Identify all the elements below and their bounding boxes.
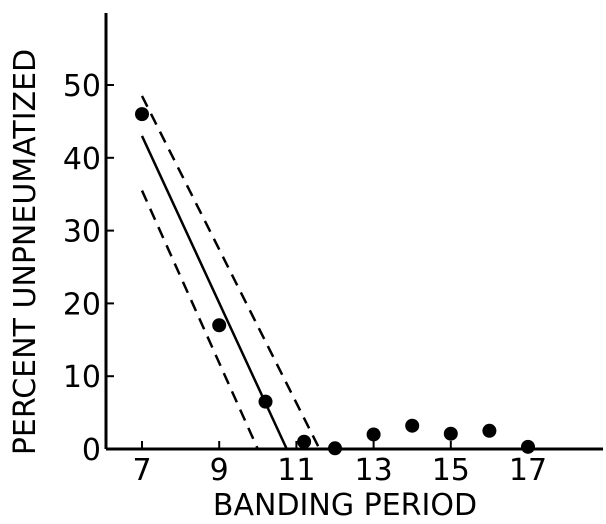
y-tick-label: 20 [63, 287, 101, 322]
y-tick-label: 30 [63, 215, 101, 250]
y-tick-label: 0 [82, 433, 101, 468]
confidence-line-dashed [140, 190, 259, 450]
x-tick-label: 15 [432, 453, 470, 488]
x-tick-label: 7 [132, 453, 151, 488]
y-tick-label: 50 [63, 69, 101, 104]
y-tick-label: 40 [63, 142, 101, 177]
x-tick-label: 11 [277, 453, 315, 488]
x-tick-label: 9 [210, 453, 229, 488]
y-axis-label: PERCENT UNPNEUMATIZED [8, 49, 43, 455]
confidence-line-dashed [140, 95, 321, 450]
data-point [366, 427, 381, 442]
x-axis-ticks: 7 9 11 13 15 17 [132, 441, 547, 488]
data-point [405, 418, 420, 433]
data-points [135, 107, 535, 456]
data-point [482, 423, 497, 438]
data-point [328, 441, 342, 456]
x-tick-label: 13 [355, 453, 393, 488]
x-axis-label: BANDING PERIOD [213, 488, 477, 523]
data-point [258, 394, 273, 409]
data-point [135, 107, 149, 122]
y-tick-label: 10 [63, 360, 101, 395]
data-point [521, 439, 535, 454]
x-tick-label: 17 [509, 453, 547, 488]
data-point [297, 434, 312, 449]
fit-lines [140, 95, 321, 450]
plot-area: 0 10 20 30 40 50 7 9 11 13 15 17 [63, 13, 603, 488]
data-point [443, 426, 458, 441]
y-axis-ticks: 0 10 20 30 40 50 [63, 69, 114, 468]
data-point [212, 318, 227, 333]
